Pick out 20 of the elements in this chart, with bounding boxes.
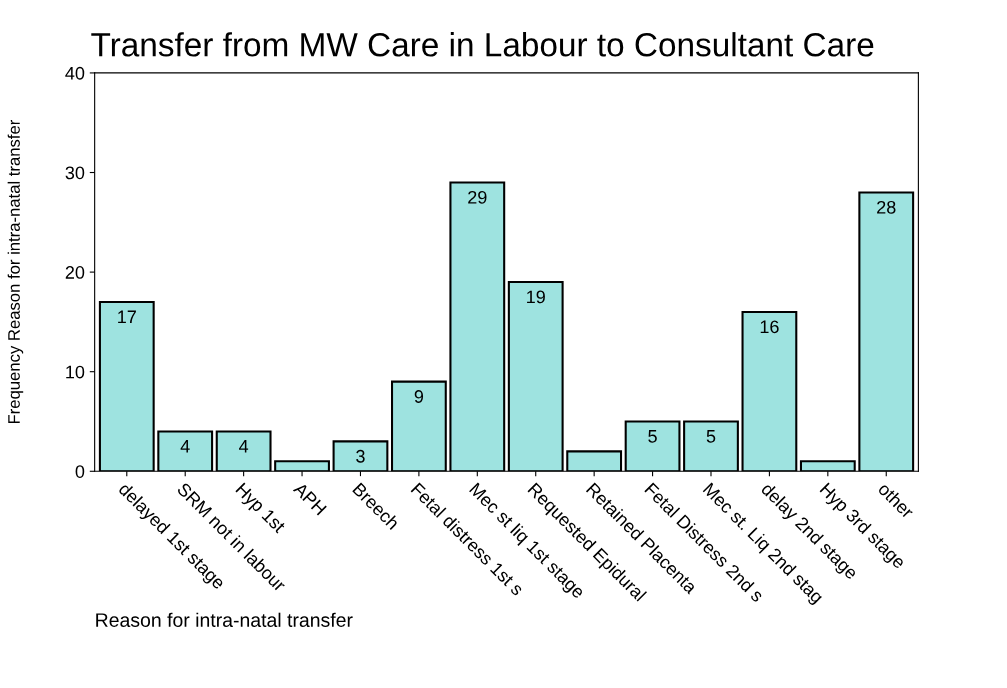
data-label: 28 <box>877 200 896 214</box>
y-tick-label: 10 <box>66 365 85 379</box>
y-tick-label: 0 <box>75 465 85 478</box>
data-label: 16 <box>760 320 779 334</box>
x-tick-label: APH <box>292 481 327 516</box>
data-label: 19 <box>527 290 545 304</box>
data-label: 9 <box>414 390 424 403</box>
y-tick-label: 20 <box>65 266 85 279</box>
data-label: 4 <box>180 440 190 453</box>
y-axis-title: Frequency Reason for intra-natal transfer <box>7 119 24 424</box>
data-label: 17 <box>118 310 136 324</box>
x-axis-title: Reason for intra-natal transfer <box>96 612 353 627</box>
data-label: 5 <box>706 430 716 443</box>
data-label: 5 <box>648 430 657 443</box>
y-tick-label: 40 <box>65 66 85 80</box>
y-tick-label: 30 <box>65 166 85 180</box>
chart-title: Transfer from MW Care in Labour to Consultant Care <box>91 32 874 57</box>
data-label: 4 <box>239 440 249 453</box>
data-label: 29 <box>468 190 487 204</box>
data-label: 3 <box>356 449 365 463</box>
